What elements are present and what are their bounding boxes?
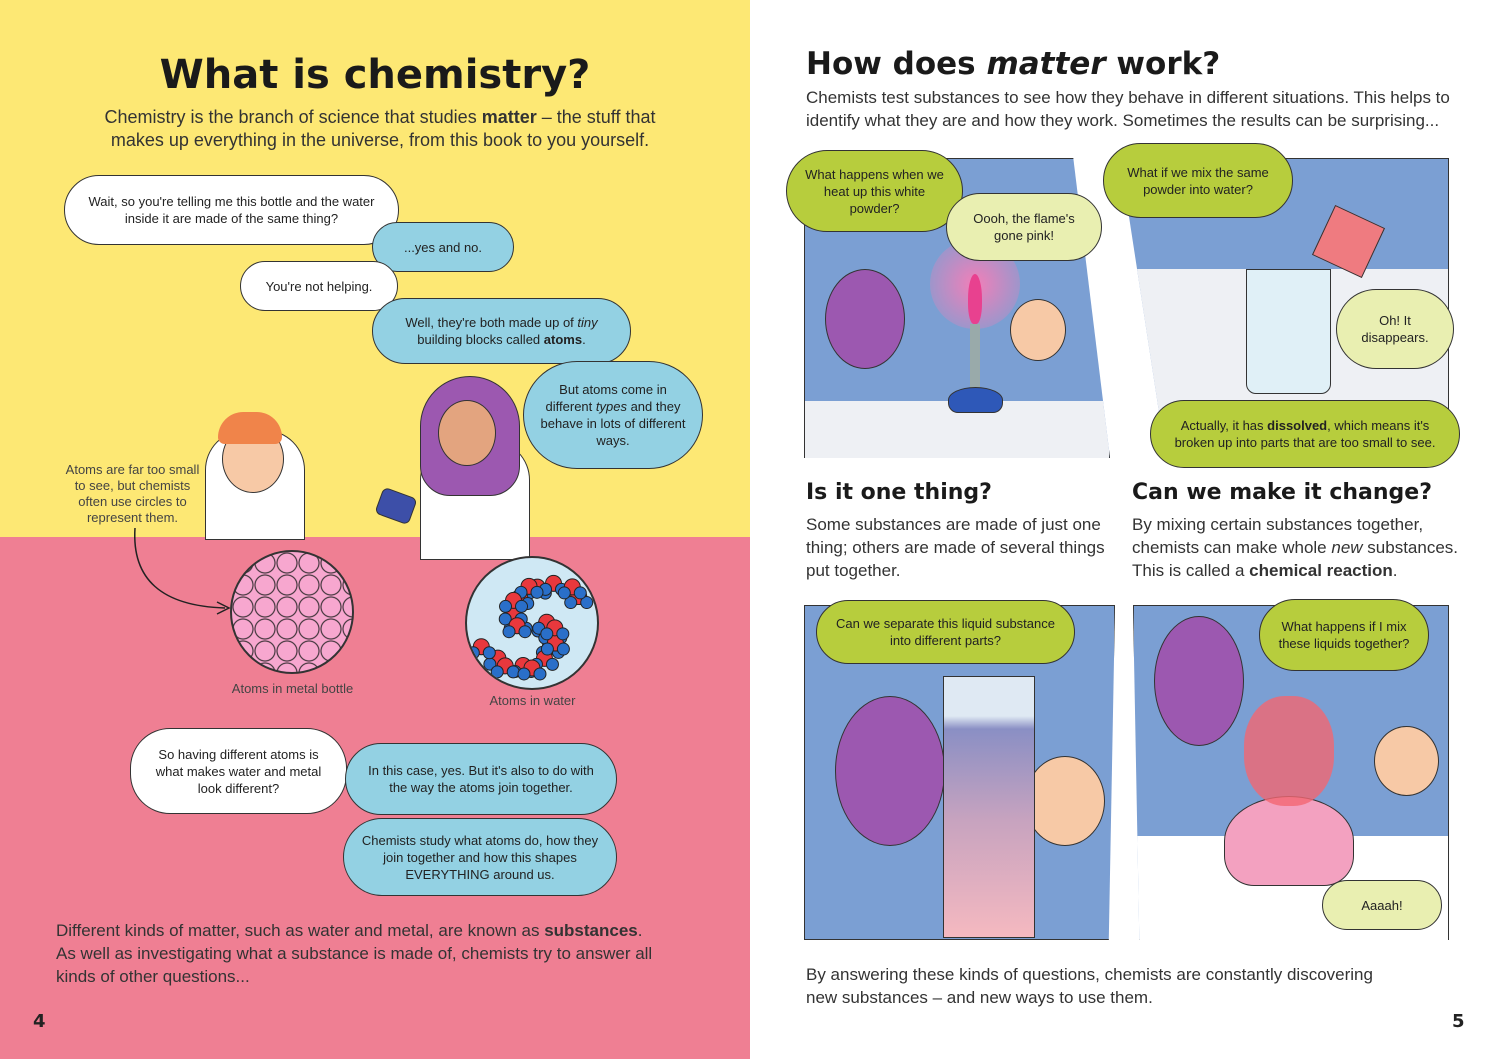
section-body-one-thing: Some substances are made of just one thi… bbox=[806, 515, 1105, 580]
speech-bubble-girl-3: But atoms come in different types and th… bbox=[523, 361, 703, 469]
powder-packet bbox=[1311, 204, 1386, 279]
speech-bubble-flame-question: What happens when we heat up this white … bbox=[786, 150, 963, 232]
right-outro: By answering these kinds of questions, c… bbox=[806, 965, 1373, 1007]
right-title: How does matter work? bbox=[806, 46, 1221, 82]
arrow-icon bbox=[134, 527, 231, 615]
speech-bubble-aaaah: Aaaah! bbox=[1322, 880, 1442, 930]
water-atom bbox=[540, 642, 554, 656]
intro-text: Chemistry is the branch of science that … bbox=[104, 107, 656, 150]
girl-illustration bbox=[825, 269, 905, 369]
water-atom bbox=[498, 612, 512, 626]
bunsen-burner bbox=[970, 324, 980, 394]
water-atom bbox=[517, 667, 531, 681]
water-atom bbox=[499, 599, 513, 613]
water-atom bbox=[556, 627, 570, 641]
boy-illustration bbox=[1374, 726, 1439, 796]
page-number-right: 5 bbox=[1452, 1011, 1465, 1032]
speech-bubble-girl-5: Chemists study what atoms do, how they j… bbox=[343, 818, 617, 896]
speech-bubble-separate: Can we separate this liquid substance in… bbox=[816, 600, 1075, 664]
speech-bubble-mix-question: What if we mix the same powder into wate… bbox=[1103, 143, 1293, 218]
speech-bubble-girl-1: ...yes and no. bbox=[372, 222, 514, 272]
water-atom bbox=[573, 586, 587, 600]
atoms-note: Atoms are far too small to see, but chem… bbox=[65, 462, 200, 525]
water-atom bbox=[530, 585, 544, 599]
water-atom bbox=[545, 657, 559, 671]
caption-water: Atoms in water bbox=[489, 693, 576, 708]
water-atom bbox=[518, 625, 532, 639]
section-heading-one-thing: Is it one thing? bbox=[806, 480, 992, 505]
measuring-cylinder-illustration bbox=[943, 676, 1035, 938]
water-atom bbox=[533, 667, 547, 681]
caption-metal: Atoms in metal bottle bbox=[231, 681, 354, 696]
comic-panel-separation bbox=[804, 605, 1115, 940]
right-intro: Chemists test substances to see how they… bbox=[806, 88, 1450, 130]
speech-bubble-girl-4: In this case, yes. But it's also to do w… bbox=[345, 743, 617, 815]
outro-text: Different kinds of matter, such as water… bbox=[56, 921, 653, 986]
water-atom bbox=[502, 625, 516, 639]
speech-bubble-flame-reply: Oooh, the flame's gone pink! bbox=[946, 193, 1102, 261]
water-atom bbox=[540, 627, 554, 641]
boy-illustration bbox=[1010, 299, 1066, 361]
speech-bubble-boy-3: So having different atoms is what makes … bbox=[130, 728, 347, 814]
speech-bubble-disappears: Oh! It disappears. bbox=[1336, 289, 1454, 369]
reaction-foam bbox=[1244, 696, 1334, 806]
beaker-illustration bbox=[1246, 269, 1331, 394]
speech-bubble-mix-liquids: What happens if I mix these liquids toge… bbox=[1259, 599, 1429, 671]
girl-illustration bbox=[1154, 616, 1244, 746]
girl-illustration bbox=[835, 696, 945, 846]
page-title: What is chemistry? bbox=[159, 52, 591, 98]
girl-face bbox=[438, 400, 496, 466]
water-atom bbox=[490, 665, 504, 679]
water-atom bbox=[506, 665, 520, 679]
speech-bubble-girl-2: Well, they're both made up of tiny build… bbox=[372, 298, 631, 364]
water-atom bbox=[580, 596, 594, 610]
speech-bubble-dissolved: Actually, it has dissolved, which means … bbox=[1150, 400, 1460, 468]
water-atom bbox=[557, 586, 571, 600]
boy-illustration bbox=[1025, 756, 1105, 846]
water-atom bbox=[564, 596, 578, 610]
page-number-left: 4 bbox=[33, 1011, 46, 1032]
water-atom bbox=[482, 646, 496, 660]
flame-illustration bbox=[968, 274, 982, 324]
boy-hair bbox=[218, 412, 282, 444]
speech-bubble-boy-1: Wait, so you're telling me this bottle a… bbox=[64, 175, 399, 245]
water-atom bbox=[556, 642, 570, 656]
water-atom bbox=[515, 599, 529, 613]
section-heading-change: Can we make it change? bbox=[1132, 480, 1432, 505]
section-body-change: By mixing certain substances together, c… bbox=[1132, 515, 1459, 580]
flask-illustration bbox=[1224, 796, 1354, 886]
metal-atoms-diagram bbox=[230, 550, 354, 674]
water-atoms-diagram bbox=[465, 556, 599, 690]
speech-bubble-boy-2: You're not helping. bbox=[240, 261, 398, 311]
